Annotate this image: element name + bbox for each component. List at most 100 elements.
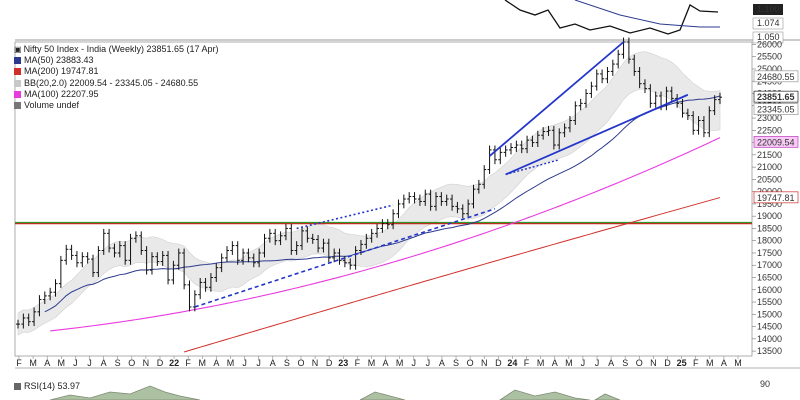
x-month-label: M xyxy=(199,358,207,368)
upper-panel-label: 1.074 xyxy=(757,18,780,28)
x-month-label: O xyxy=(636,358,643,368)
x-month-label: A xyxy=(213,358,219,368)
ma200-tag: 19747.81 xyxy=(757,193,795,203)
bb-label: BB(20,2.0) 22009.54 - 23345.05 - 24680.5… xyxy=(24,77,199,88)
rsi-area-2 xyxy=(359,391,406,400)
bb-swatch xyxy=(14,79,21,87)
x-month-label: S xyxy=(284,358,290,368)
x-month-label: A xyxy=(439,358,445,368)
value-tag-box xyxy=(753,70,799,83)
value-tag: 24680.55 xyxy=(757,72,795,82)
y-tick-label: 15000 xyxy=(757,309,782,319)
x-month-label: 22 xyxy=(169,358,179,368)
x-month-label: J xyxy=(73,358,78,368)
y-tick-label: 21500 xyxy=(757,150,782,160)
x-month-label: J xyxy=(256,358,261,368)
ma100-swatch xyxy=(14,90,21,98)
legend-title: ▣ Nifty 50 Index - India (Weekly) 23851.6… xyxy=(14,44,219,55)
x-month-label: D xyxy=(495,358,502,368)
y-tick-label: 17000 xyxy=(757,260,782,270)
trendline-dotted-extension xyxy=(505,159,560,176)
y-tick-label: 19000 xyxy=(757,211,782,221)
y-tick-label: 22500 xyxy=(757,125,782,135)
legend-item-ma50: MA(50) 23883.43 xyxy=(14,55,219,66)
x-month-label: J xyxy=(87,358,92,368)
upper-panel-line xyxy=(504,0,719,35)
trendline-dotted-upper xyxy=(296,204,394,230)
x-month-label: M xyxy=(368,358,376,368)
x-month-label: O xyxy=(467,358,474,368)
x-month-label: J xyxy=(595,358,600,368)
x-month-label: A xyxy=(44,358,50,368)
y-tick-label: 19500 xyxy=(757,199,782,209)
upper-panel-label: 1.100 xyxy=(757,4,780,14)
trendline-channel-upper xyxy=(488,41,625,157)
ma200-label: MA(200) 19747.81 xyxy=(24,66,99,77)
x-month-label: M xyxy=(706,358,714,368)
x-month-label: M xyxy=(396,358,404,368)
y-tick-label: 14000 xyxy=(757,334,782,344)
x-month-label: N xyxy=(481,358,488,368)
x-month-label: D xyxy=(326,358,333,368)
x-month-label: N xyxy=(650,358,657,368)
x-month-label: N xyxy=(312,358,319,368)
x-month-label: M xyxy=(537,358,545,368)
main-plot-frame xyxy=(14,41,753,357)
value-tag-box xyxy=(753,103,799,115)
rsi-area-1 xyxy=(49,385,201,400)
x-month-label: A xyxy=(383,358,389,368)
ma200-line xyxy=(183,197,721,353)
x-month-label: J xyxy=(581,358,586,368)
y-tick-label: 21000 xyxy=(757,162,782,172)
upper-panel-label: 1.050 xyxy=(757,32,780,42)
x-month-label: S xyxy=(453,358,459,368)
rsi-label: RSI(14) 53.97 xyxy=(14,381,80,391)
ma200-swatch xyxy=(14,68,21,76)
y-tick-label: 15500 xyxy=(757,297,782,307)
x-month-label: M xyxy=(227,358,235,368)
x-month-label: J xyxy=(242,358,247,368)
ma100-label: MA(100) 22207.95 xyxy=(24,88,99,99)
x-month-label: A xyxy=(101,358,107,368)
x-month-label: A xyxy=(552,358,558,368)
ma50-swatch xyxy=(14,57,21,65)
ma100-tag: 22009.54 xyxy=(757,137,795,147)
ma200-tag-box xyxy=(753,191,799,204)
x-month-label: A xyxy=(721,358,727,368)
x-month-label: J xyxy=(411,358,416,368)
x-month-label: M xyxy=(29,358,37,368)
volume-swatch xyxy=(14,102,21,110)
x-month-label: J xyxy=(426,358,431,368)
legend-item-ma100: MA(100) 22207.95 xyxy=(14,89,219,100)
ma50-label: MA(50) 23883.43 xyxy=(24,55,94,66)
volume-label: Volume undef xyxy=(24,100,80,111)
x-month-label: O xyxy=(297,358,304,368)
rsi-area-3 xyxy=(499,389,591,400)
x-month-label: F xyxy=(693,358,699,368)
y-tick-label: 20500 xyxy=(757,174,782,184)
rsi-area-4 xyxy=(594,393,621,400)
x-month-label: S xyxy=(622,358,628,368)
bollinger-band xyxy=(17,51,721,336)
y-tick-label: 16000 xyxy=(757,285,782,295)
x-month-label: D xyxy=(157,358,164,368)
x-month-label: A xyxy=(608,358,614,368)
upper-tag-box xyxy=(752,31,784,44)
x-month-label: M xyxy=(734,358,742,368)
legend-item-ma200: MA(200) 19747.81 xyxy=(14,66,219,77)
x-month-label: N xyxy=(143,358,150,368)
ma100-tag-box xyxy=(753,135,799,148)
x-month-label: S xyxy=(115,358,121,368)
x-month-label: 24 xyxy=(507,358,517,368)
chart-legend: ▣ Nifty 50 Index - India (Weekly) 23851.6… xyxy=(14,44,219,111)
upper-tag-box xyxy=(752,17,784,30)
x-month-label: F xyxy=(524,358,530,368)
rsi-swatch xyxy=(14,383,21,390)
trendline-channel-lower xyxy=(505,93,689,176)
y-tick-label: 25000 xyxy=(757,64,782,74)
x-month-label: F xyxy=(16,358,22,368)
y-tick-label: 16500 xyxy=(757,273,782,283)
x-month-label: M xyxy=(58,358,66,368)
chart-title: Nifty 50 Index - India (Weekly) 23851.65… xyxy=(23,44,219,54)
